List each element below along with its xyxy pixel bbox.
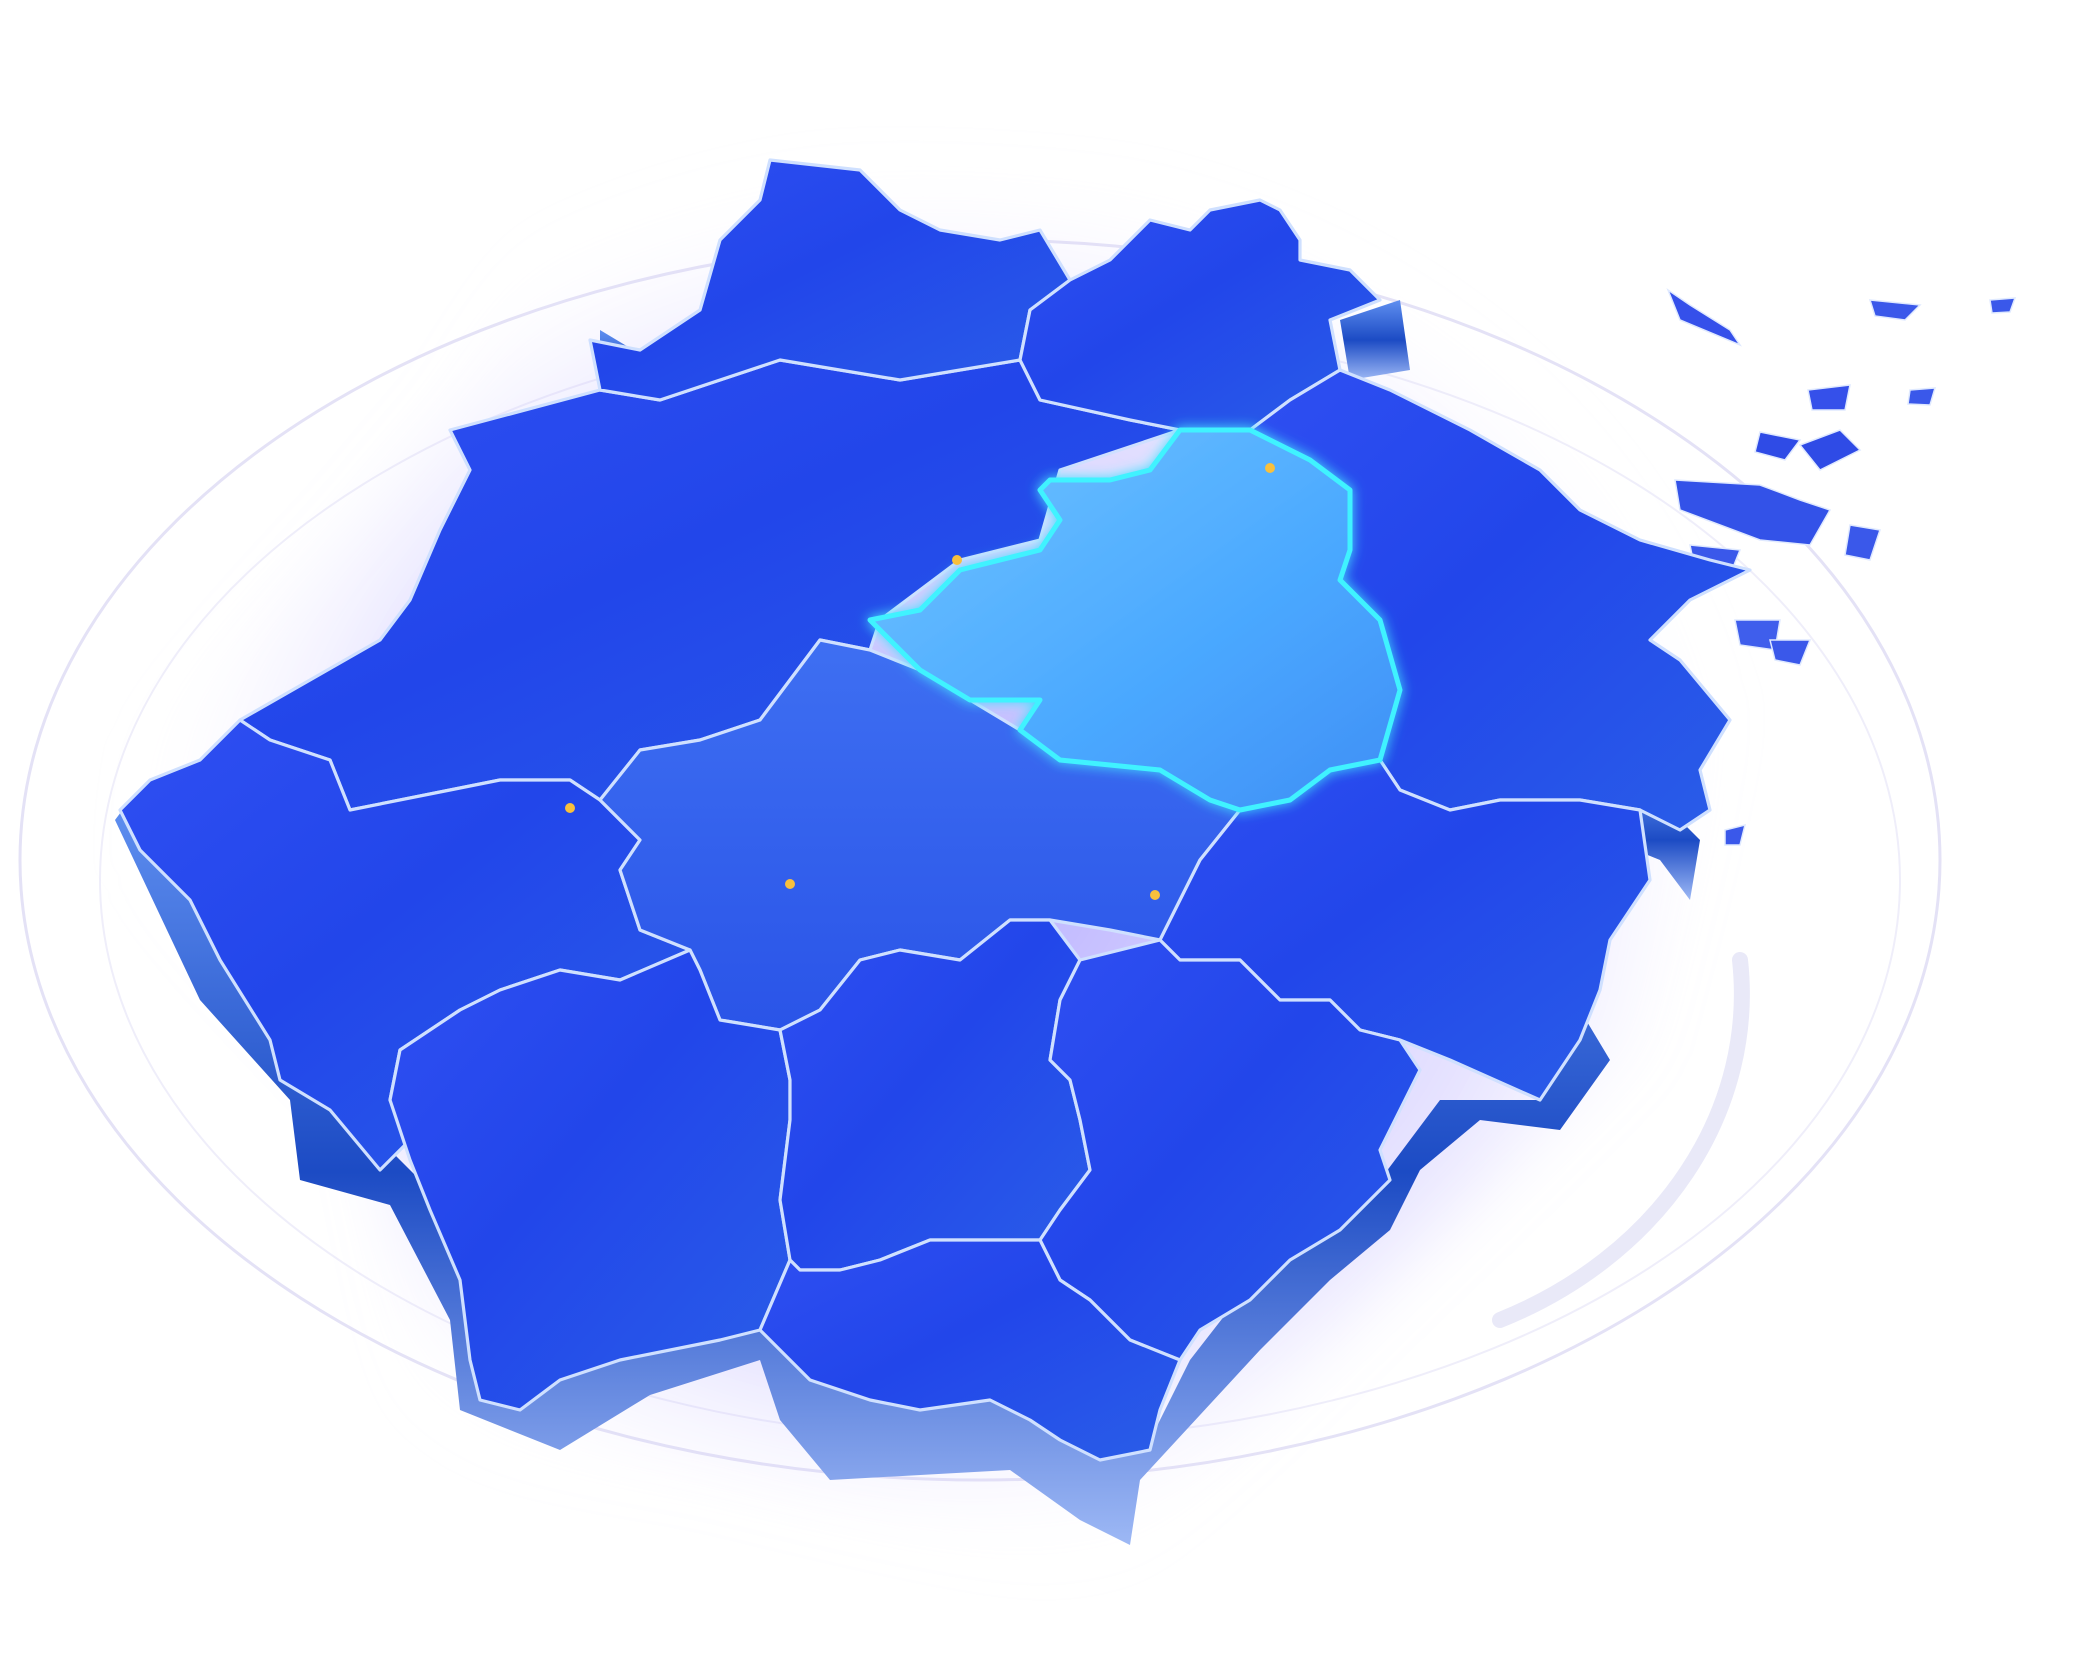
island: [1989, 297, 2017, 314]
region-south[interactable]: [758, 1238, 1182, 1462]
island: [1868, 299, 1922, 321]
island: [1674, 479, 1832, 546]
island: [1907, 387, 1937, 406]
marker-3-cap: [565, 803, 575, 813]
island: [1724, 823, 1747, 846]
marker-layer: [565, 463, 1275, 1285]
island: [1666, 287, 1742, 347]
island: [1769, 639, 1812, 666]
region-south-east[interactable]: [1038, 938, 1422, 1362]
region-north[interactable]: [588, 158, 1072, 402]
region-north-east[interactable]: [1018, 198, 1382, 432]
marker-1-cap: [952, 555, 962, 565]
island: [1844, 524, 1881, 561]
island: [1798, 429, 1862, 471]
island: [1754, 431, 1802, 461]
island: [1807, 384, 1851, 411]
base-ring-arc: [1492, 952, 1750, 1328]
region-layer: [118, 158, 1752, 1462]
marker-4-cap: [785, 879, 795, 889]
marker-2-cap: [1265, 463, 1275, 473]
marker-5-cap: [1150, 890, 1160, 900]
